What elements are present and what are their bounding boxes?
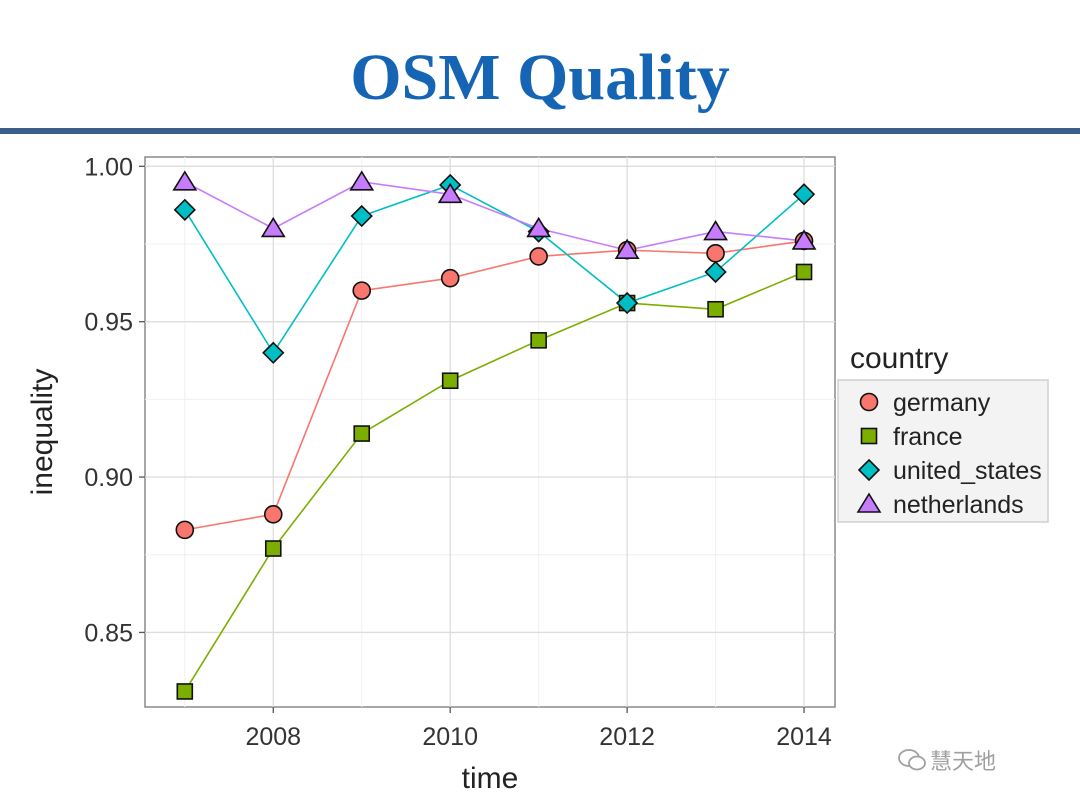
data-point-netherlands	[526, 216, 552, 238]
series-line-netherlands	[184, 181, 805, 252]
data-point-france	[530, 332, 547, 349]
data-point-france	[353, 425, 371, 442]
y-tick-label: 0.95	[84, 309, 133, 337]
data-point-netherlands	[260, 216, 286, 238]
legend: country germany france united_statesnether…	[837, 342, 1049, 523]
series-line-germany	[184, 240, 805, 531]
series-line-france	[184, 271, 805, 692]
data-point-netherlands	[172, 170, 198, 191]
y-tick-label: 0.90	[84, 464, 133, 492]
data-point-united_states	[262, 341, 285, 364]
legend-label-netherlands: netherlands	[893, 491, 1024, 519]
x-tick-label: 2014	[776, 723, 832, 751]
data-point-united_states	[350, 204, 373, 228]
data-point-united_states	[615, 291, 639, 315]
data-point-germany	[529, 247, 548, 266]
series-line-united_states	[184, 184, 805, 355]
data-point-netherlands	[791, 229, 817, 250]
data-point-united_states	[173, 198, 196, 221]
data-point-france	[707, 300, 724, 318]
data-point-germany	[263, 505, 283, 524]
data-point-germany	[352, 281, 372, 300]
series-points	[172, 170, 817, 700]
legend-key-united_states	[857, 458, 881, 482]
legend-key-france	[860, 427, 878, 445]
data-point-netherlands	[349, 170, 375, 191]
data-point-france	[441, 372, 459, 390]
axis-ticks: 0.85 0.90 0.95 1.00 2008 2010 2012 2014	[84, 153, 832, 751]
data-point-united_states	[704, 260, 727, 284]
series-lines	[184, 181, 805, 692]
watermark-text: 慧天地	[930, 750, 997, 775]
wechat-icon	[898, 749, 926, 771]
data-point-netherlands	[703, 220, 729, 241]
x-tick-label: 2008	[245, 723, 301, 751]
data-point-netherlands	[437, 182, 463, 204]
slide-title: OSM Quality	[350, 41, 730, 114]
x-tick-label: 2012	[599, 723, 655, 751]
legend-title: country	[850, 342, 948, 375]
legend-key-netherlands	[856, 492, 882, 513]
data-point-france	[264, 540, 282, 557]
y-axis-title: inequality	[26, 369, 59, 496]
data-point-france	[795, 263, 813, 281]
legend-label-france: france	[893, 423, 962, 451]
legend-label-germany: germany	[893, 389, 991, 417]
x-axis-title: time	[462, 762, 519, 795]
legend-key-germany	[859, 392, 879, 412]
data-point-netherlands	[614, 238, 640, 260]
data-point-france	[176, 683, 194, 700]
plot-panel	[144, 156, 836, 708]
y-tick-label: 1.00	[84, 153, 133, 181]
y-tick-label: 0.85	[84, 619, 133, 647]
data-point-germany	[175, 520, 195, 540]
data-point-germany	[440, 268, 460, 288]
legend-label-united_states: united_states	[893, 457, 1042, 485]
title-divider	[0, 128, 1080, 134]
data-point-united_states	[792, 183, 816, 206]
data-point-germany	[706, 244, 725, 263]
x-tick-label: 2010	[422, 723, 478, 751]
